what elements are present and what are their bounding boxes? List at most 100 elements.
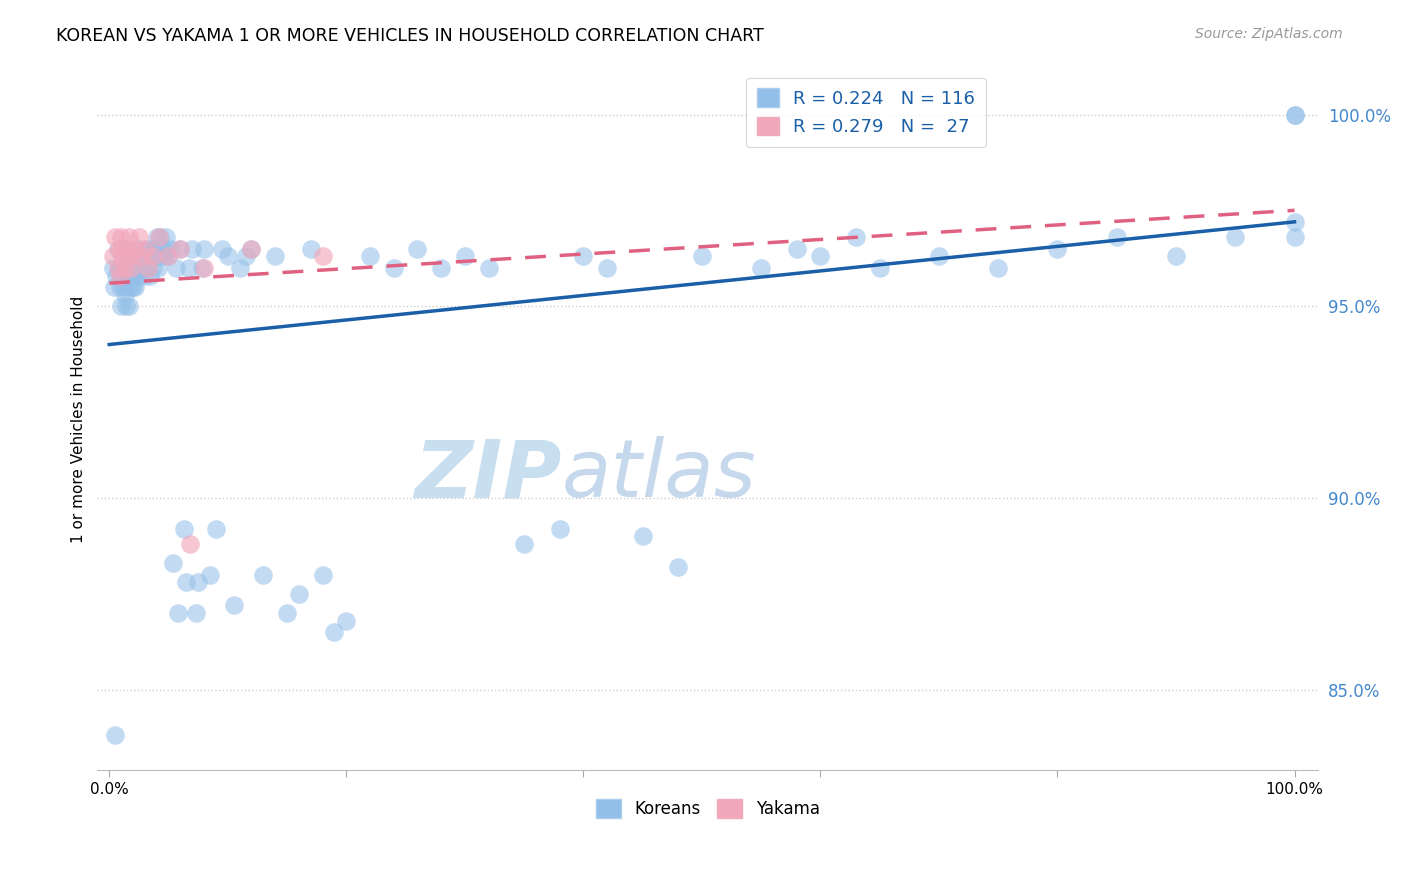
Point	[1284, 215, 1306, 229]
Point	[128, 260, 150, 275]
Y-axis label: 1 or more Vehicles in Household: 1 or more Vehicles in Household	[72, 295, 86, 543]
Point	[107, 260, 129, 275]
Point	[335, 614, 357, 628]
Point	[177, 260, 200, 275]
Point	[120, 249, 142, 263]
Point	[311, 567, 333, 582]
Point	[131, 249, 153, 263]
Point	[217, 249, 239, 263]
Point	[112, 280, 135, 294]
Point	[110, 230, 132, 244]
Point	[193, 242, 215, 256]
Point	[179, 537, 201, 551]
Point	[160, 242, 183, 256]
Point	[134, 242, 156, 256]
Point	[596, 260, 619, 275]
Point	[121, 260, 143, 275]
Point	[145, 230, 167, 244]
Point	[288, 587, 311, 601]
Point	[135, 242, 157, 256]
Point	[1284, 107, 1306, 121]
Point	[187, 575, 209, 590]
Point	[104, 230, 127, 244]
Point	[110, 268, 132, 283]
Point	[108, 280, 131, 294]
Point	[117, 268, 139, 283]
Point	[111, 242, 134, 256]
Point	[299, 242, 322, 256]
Point	[110, 260, 132, 275]
Point	[138, 268, 160, 283]
Point	[124, 242, 146, 256]
Point	[252, 567, 274, 582]
Point	[1284, 230, 1306, 244]
Point	[148, 230, 170, 244]
Point	[107, 242, 129, 256]
Point	[845, 230, 868, 244]
Point	[1105, 230, 1128, 244]
Point	[103, 280, 125, 294]
Point	[101, 249, 124, 263]
Point	[323, 625, 346, 640]
Point	[114, 249, 136, 263]
Point	[129, 249, 152, 263]
Point	[104, 729, 127, 743]
Point	[128, 242, 150, 256]
Point	[548, 521, 571, 535]
Text: atlas: atlas	[561, 436, 756, 515]
Point	[406, 242, 429, 256]
Point	[382, 260, 405, 275]
Point	[359, 249, 381, 263]
Point	[136, 260, 159, 275]
Point	[167, 606, 190, 620]
Point	[1284, 107, 1306, 121]
Point	[1225, 230, 1247, 244]
Point	[211, 242, 233, 256]
Text: Source: ZipAtlas.com: Source: ZipAtlas.com	[1195, 27, 1343, 41]
Point	[786, 242, 808, 256]
Point	[108, 268, 131, 283]
Point	[193, 260, 215, 275]
Point	[174, 575, 197, 590]
Point	[143, 242, 166, 256]
Point	[114, 268, 136, 283]
Point	[165, 260, 187, 275]
Point	[111, 249, 134, 263]
Point	[205, 521, 228, 535]
Point	[150, 242, 173, 256]
Point	[146, 260, 169, 275]
Point	[173, 521, 195, 535]
Point	[572, 249, 595, 263]
Point	[105, 268, 128, 283]
Point	[311, 249, 333, 263]
Text: KOREAN VS YAKAMA 1 OR MORE VEHICLES IN HOUSEHOLD CORRELATION CHART: KOREAN VS YAKAMA 1 OR MORE VEHICLES IN H…	[56, 27, 763, 45]
Point	[149, 230, 172, 244]
Point	[114, 287, 136, 301]
Point	[155, 230, 177, 244]
Point	[264, 249, 287, 263]
Point	[107, 242, 129, 256]
Point	[1164, 249, 1187, 263]
Point	[139, 242, 162, 256]
Point	[157, 249, 180, 263]
Point	[240, 242, 263, 256]
Point	[115, 242, 138, 256]
Point	[118, 260, 141, 275]
Point	[120, 260, 142, 275]
Point	[141, 249, 163, 263]
Point	[114, 260, 136, 275]
Point	[120, 280, 142, 294]
Point	[122, 249, 145, 263]
Point	[132, 268, 155, 283]
Point	[749, 260, 772, 275]
Point	[235, 249, 257, 263]
Point	[690, 249, 713, 263]
Point	[142, 249, 165, 263]
Point	[115, 242, 138, 256]
Point	[110, 299, 132, 313]
Point	[115, 260, 138, 275]
Point	[928, 249, 950, 263]
Point	[152, 249, 174, 263]
Point	[142, 260, 165, 275]
Point	[228, 260, 250, 275]
